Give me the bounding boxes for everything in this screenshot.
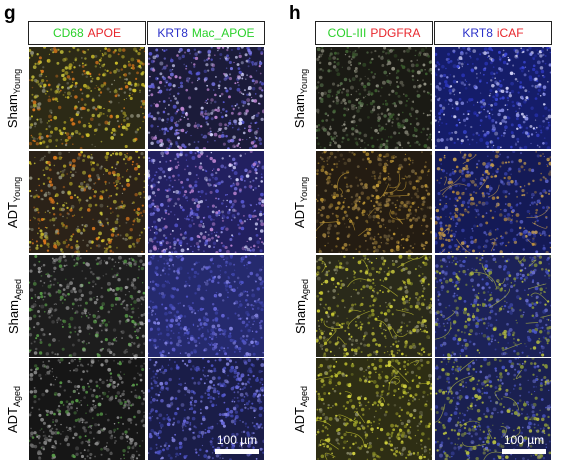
row-label-base: ADT (5, 201, 21, 228)
panel-g-scale-bar: 100 µm (215, 433, 259, 454)
panel-g-micrograph-r4-c1 (28, 357, 146, 461)
marker-label: Mac_APOE (191, 26, 255, 40)
panel-g-micrograph-r2-c2 (147, 150, 265, 254)
panel-h-row-label-1: ShamYoung (287, 46, 315, 150)
panel-h-row-label-2: ADTYoung (287, 150, 315, 254)
marker-label: CD68 (52, 26, 84, 40)
panel-g-micrograph-r2-c1 (28, 150, 146, 254)
row-label-subscript: Young (299, 68, 310, 94)
panel-h-micrograph-r1-c1 (315, 46, 433, 150)
panel-letter-h: h (289, 3, 301, 24)
panel-g-row-label-2: ADTYoung (0, 150, 28, 254)
row-label-subscript: Young (12, 176, 23, 202)
panel-h-micrograph-r3-c2 (434, 254, 552, 358)
row-label-base: Sham (292, 299, 308, 334)
marker-label: PDGFRA (370, 26, 421, 40)
panel-h-row-label-4: ADTAged (287, 357, 315, 461)
panel-g-header-2: KRT8 Mac_APOE (147, 21, 265, 45)
row-label-base: ADT (292, 201, 308, 228)
panel-h-micrograph-r2-c2 (434, 150, 552, 254)
panel-g-micrograph-r1-c1 (28, 46, 146, 150)
row-label-subscript: Young (12, 68, 23, 94)
row-label-subscript: Aged (299, 278, 310, 300)
row-label-base: Sham (5, 93, 21, 128)
panel-g-header-1: CD68 APOE (28, 21, 146, 45)
panel-h-scale-bar: 100 µm (502, 433, 546, 454)
panel-g-micrograph-r4-c2 (147, 357, 265, 461)
panel-h-micrograph-r4-c2 (434, 357, 552, 461)
marker-label: iCAF (496, 26, 524, 40)
panel-h-header-1: COL-III PDGFRA (315, 21, 433, 45)
panel-g-micrograph-r3-c2 (147, 254, 265, 358)
panel-letter-g: g (4, 3, 16, 24)
scale-bar-line (215, 449, 259, 454)
marker-label: COL-III (327, 26, 367, 40)
row-label-base: Sham (5, 299, 21, 334)
panel-g-row-label-4: ADTAged (0, 357, 28, 461)
panel-g-row-label-3: ShamAged (0, 254, 28, 358)
panel-g-micrograph-r3-c1 (28, 254, 146, 358)
row-label-subscript: Aged (299, 385, 310, 407)
row-label-base: Sham (292, 93, 308, 128)
panel-h-header-2: KRT8 iCAF (434, 21, 552, 45)
scale-bar-label: 100 µm (216, 433, 258, 447)
scale-bar-label: 100 µm (503, 433, 545, 447)
panel-h-micrograph-r2-c1 (315, 150, 433, 254)
marker-label: APOE (87, 26, 122, 40)
row-label-subscript: Aged (12, 278, 23, 300)
row-label-subscript: Young (299, 176, 310, 202)
panel-h-micrograph-r1-c2 (434, 46, 552, 150)
panel-g-row-label-1: ShamYoung (0, 46, 28, 150)
marker-label: KRT8 (462, 26, 493, 40)
row-label-base: ADT (292, 406, 308, 433)
panel-h-micrograph-r4-c1 (315, 357, 433, 461)
panel-h-micrograph-r3-c1 (315, 254, 433, 358)
row-label-base: ADT (5, 406, 21, 433)
panel-g-micrograph-r1-c2 (147, 46, 265, 150)
panel-h-row-label-3: ShamAged (287, 254, 315, 358)
marker-label: KRT8 (157, 26, 188, 40)
scale-bar-line (502, 449, 546, 454)
row-label-subscript: Aged (12, 385, 23, 407)
